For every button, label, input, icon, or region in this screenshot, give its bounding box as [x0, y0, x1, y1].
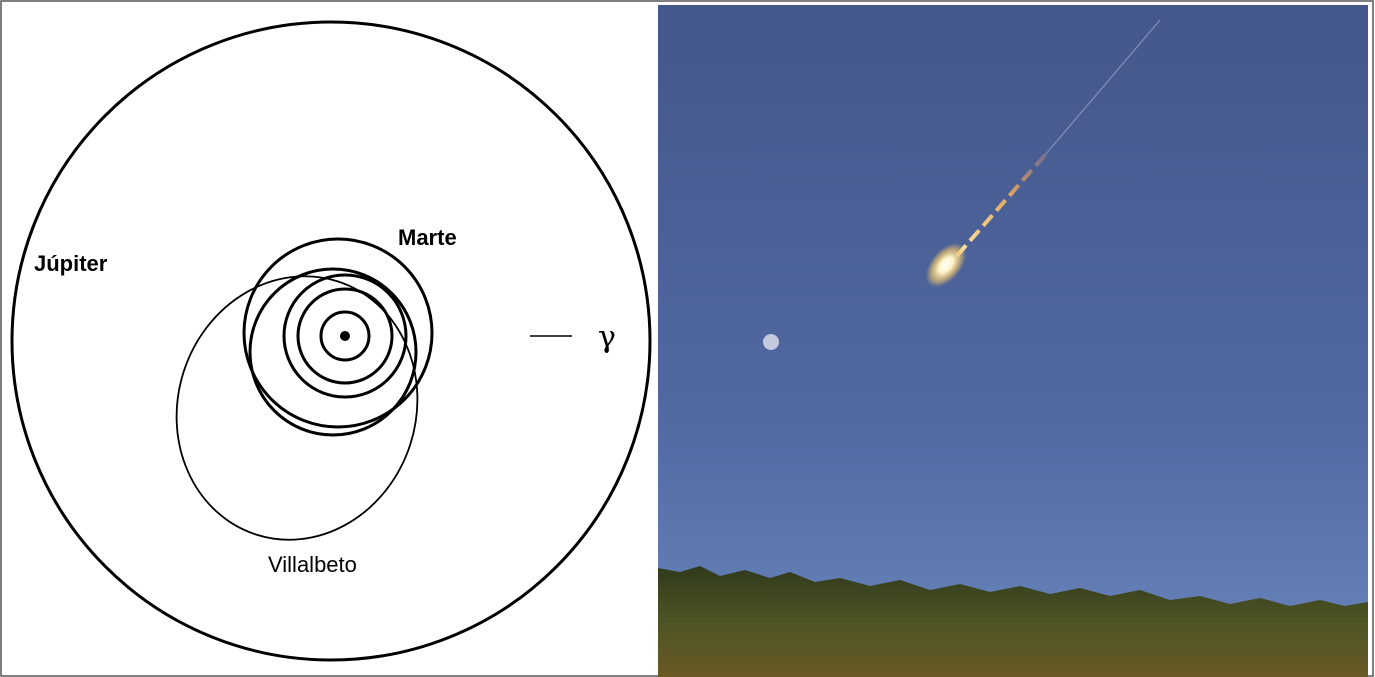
meteor-photo — [658, 5, 1368, 677]
mars-label: Marte — [398, 225, 457, 250]
villalbeto-label: Villalbeto — [268, 552, 357, 577]
page: Júpiter Marte γ Villalbeto (() => { cons… — [0, 0, 1375, 677]
sun — [340, 331, 350, 341]
figure: Júpiter Marte γ Villalbeto — [0, 0, 1375, 677]
jupiter-label: Júpiter — [34, 251, 108, 276]
gamma-label: γ — [598, 320, 616, 355]
moon — [763, 334, 779, 350]
